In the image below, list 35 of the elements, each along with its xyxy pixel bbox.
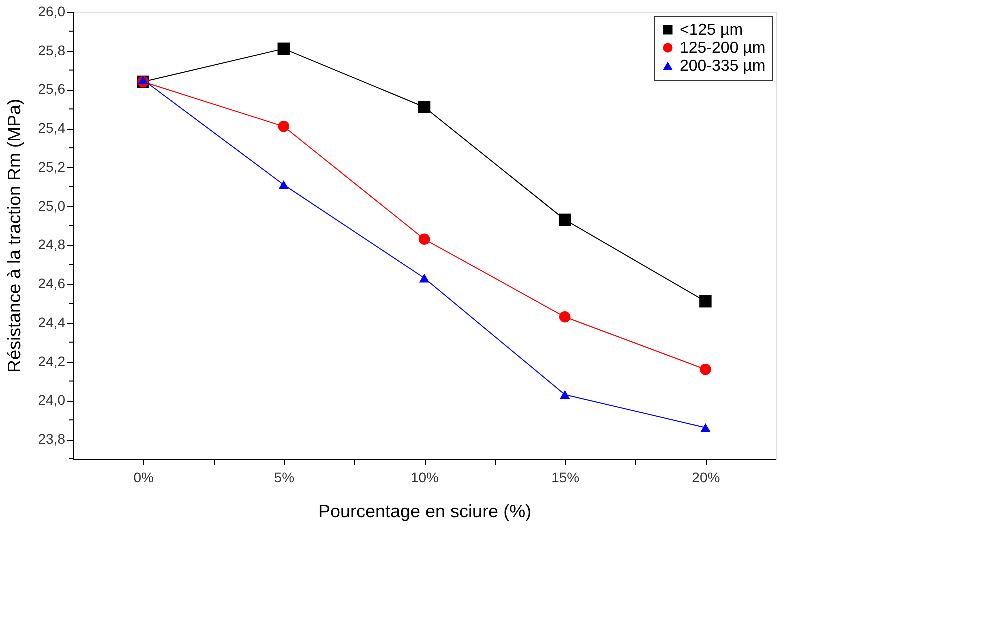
x-axis-title: Pourcentage en sciure (%) — [318, 502, 532, 522]
x-tick-label: 5% — [274, 470, 295, 486]
y-tick-label: 25,8 — [38, 42, 66, 58]
point — [278, 180, 290, 190]
y-tick-label: 23,8 — [38, 431, 66, 448]
x-tick-label: 20% — [692, 470, 720, 486]
point — [418, 234, 430, 246]
point — [278, 42, 290, 56]
y-tick-label: 24,2 — [38, 353, 66, 370]
y-tick-label: 25,6 — [38, 81, 66, 98]
y-tick-label: 25,4 — [38, 120, 66, 136]
legend-label: 200-335 µm — [680, 58, 766, 75]
x-tick-label: 15% — [552, 470, 580, 486]
point — [700, 295, 712, 308]
point — [700, 364, 712, 376]
point — [138, 76, 148, 84]
legend-label: <125 µm — [680, 22, 744, 39]
y-tick-label: 26,0 — [38, 4, 66, 20]
y-tick-label: 24,8 — [38, 236, 66, 253]
point — [418, 101, 431, 114]
point — [278, 121, 290, 132]
x-tick-label: 10% — [410, 470, 440, 486]
point — [559, 311, 571, 323]
x-tick-label: 0% — [134, 470, 154, 486]
y-tick-label: 25,0 — [38, 198, 66, 214]
point — [560, 390, 570, 400]
point — [419, 274, 430, 283]
y-tick-label: 24,4 — [38, 314, 66, 330]
y-axis-title: Résistance à la traction Rm (MPa) — [4, 98, 24, 374]
y-tick-label: 25,2 — [38, 158, 66, 175]
legend-label: 125-200 µm — [680, 40, 766, 57]
y-tick-label: 24,0 — [38, 392, 66, 408]
y-tick-label: 24,6 — [38, 276, 66, 292]
point — [558, 214, 572, 226]
point — [700, 423, 711, 432]
